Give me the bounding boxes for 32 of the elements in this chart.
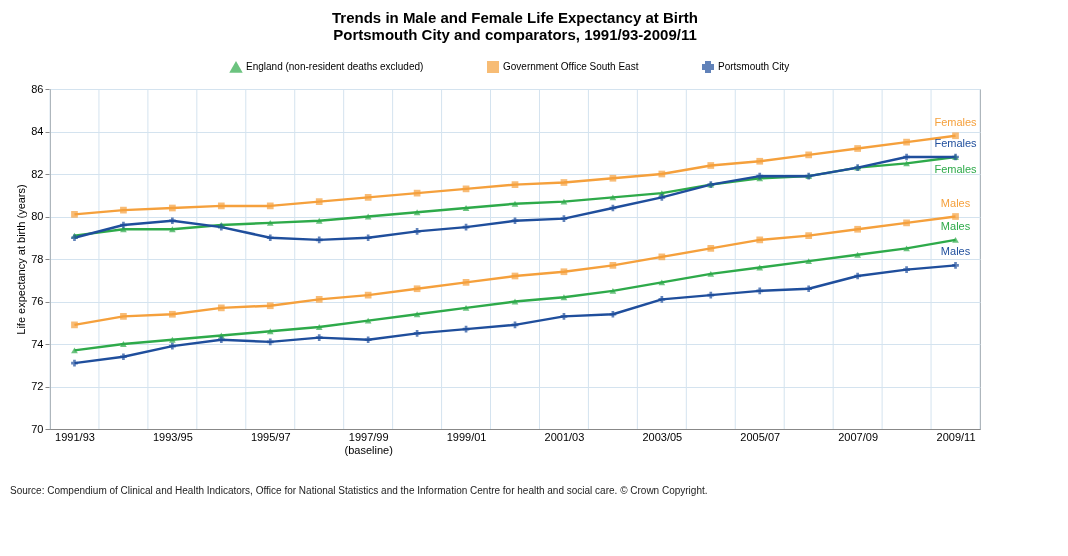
x-tick-label: 1993/95	[152, 430, 193, 443]
x-tick-label: 1997/99 (baseline)	[344, 430, 393, 456]
y-tick-label: 76	[31, 295, 44, 307]
y-tick-label: 84	[31, 125, 44, 137]
legend-label: Government Office South East	[503, 61, 639, 72]
y-tick-label: 78	[31, 252, 44, 265]
y-tick-label: 80	[31, 210, 44, 222]
y-tick-label: 72	[31, 380, 44, 392]
x-tick-label: 1999/01	[446, 430, 487, 443]
annotation: Males	[940, 219, 971, 232]
y-axis-title: Life expectancy at birth (years)	[15, 184, 28, 335]
text: Portsmouth City and comparators, 1991/93-2009/11	[333, 26, 697, 43]
annotation: Females	[934, 115, 978, 128]
legend-label: England (non-resident deaths excluded)	[246, 61, 424, 73]
x-tick-label: 2005/07	[740, 430, 781, 443]
annotation: Females	[934, 137, 978, 149]
x-tick-label: 2009/11	[936, 430, 976, 443]
x-tick-label: 1991/93	[55, 430, 95, 443]
x-tick-label: 1995/97	[250, 430, 291, 443]
y-tick-label: 86	[31, 82, 44, 95]
text: Trends in Male and Female Life Expectancy at Birth	[332, 9, 698, 26]
x-tick-label: 2001/03	[544, 430, 585, 443]
x-tick-label: 2003/05	[642, 430, 683, 443]
y-tick-label: 74	[31, 337, 44, 350]
y-tick-label: 82	[31, 167, 44, 180]
annotation: Males	[940, 196, 971, 209]
legend-label: Portsmouth City	[718, 61, 790, 72]
annotation: Males	[940, 245, 971, 258]
x-tick-label: 2007/09	[838, 430, 879, 443]
y-tick-label: 70	[31, 422, 44, 435]
source-note: Source: Compendium of Clinical and Health Indicators, Office for National Statistics and the Information Centre for health and social care. © Crown Copyright.	[10, 485, 708, 496]
annotation: Females	[934, 163, 978, 175]
